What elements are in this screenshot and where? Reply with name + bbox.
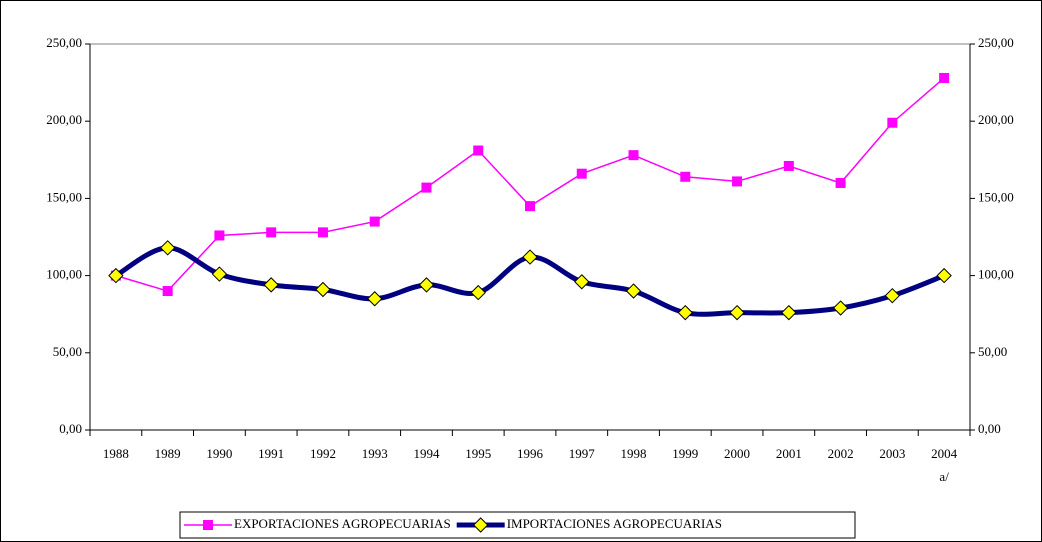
marker — [317, 227, 328, 238]
marker — [576, 168, 587, 179]
x-tick-label: 1990 — [206, 446, 232, 461]
marker — [628, 150, 639, 161]
marker — [472, 517, 489, 533]
marker — [732, 176, 743, 187]
marker — [263, 277, 279, 293]
y2-tick-label: 100,00 — [978, 267, 1014, 282]
y-tick-label: 0,00 — [59, 421, 82, 436]
x-tick-label: 1988 — [103, 446, 129, 461]
y2-tick-label: 250,00 — [978, 35, 1014, 50]
y2-tick-label: 200,00 — [978, 112, 1014, 127]
marker — [162, 286, 173, 297]
x-tick-label: 1992 — [310, 446, 336, 461]
marker — [832, 300, 849, 316]
x-tick-label: 2000 — [724, 446, 750, 461]
marker — [884, 287, 901, 304]
marker — [266, 227, 277, 238]
marker — [936, 267, 952, 284]
marker — [159, 240, 176, 256]
marker — [625, 283, 642, 299]
y-tick-label: 250,00 — [46, 35, 82, 50]
x-tick-label: 1996 — [517, 446, 544, 461]
marker — [214, 230, 225, 241]
marker — [574, 274, 590, 290]
x-tick-label: 1994 — [413, 446, 440, 461]
x-tick-label: 1993 — [362, 446, 388, 461]
marker — [525, 201, 535, 212]
x-tick-label: 2003 — [879, 446, 905, 461]
x-tick-label: 2004 — [931, 446, 958, 461]
marker — [418, 277, 435, 293]
marker — [781, 304, 797, 321]
marker — [680, 171, 691, 182]
marker — [473, 145, 484, 156]
marker — [835, 177, 846, 188]
y2-tick-label: 150,00 — [978, 189, 1014, 204]
marker — [729, 304, 745, 321]
marker — [887, 117, 898, 128]
x-tick-label: 1997 — [569, 446, 596, 461]
x-tick-label: 1989 — [155, 446, 181, 461]
marker — [421, 182, 432, 193]
marker — [369, 216, 380, 227]
y-tick-label: 150,00 — [46, 189, 82, 204]
x-tick-label: 2002 — [828, 446, 854, 461]
y-tick-label: 50,00 — [53, 344, 82, 359]
marker — [677, 304, 694, 321]
legend-label: IMPORTACIONES AGROPECUARIAS — [507, 516, 722, 531]
marker — [108, 267, 124, 284]
x-tick-label: 1999 — [672, 446, 698, 461]
marker — [315, 281, 331, 298]
marker — [470, 284, 486, 301]
y2-tick-label: 50,00 — [978, 344, 1007, 359]
marker — [366, 291, 383, 307]
x-tick-label: 1991 — [258, 446, 284, 461]
y2-tick-label: 0,00 — [978, 421, 1001, 436]
marker — [783, 160, 794, 171]
legend-box — [179, 511, 856, 539]
marker — [522, 249, 538, 265]
marker — [203, 520, 213, 530]
x-tick-label: 1998 — [621, 446, 647, 461]
y-tick-label: 200,00 — [46, 112, 82, 127]
x-tick-label: 1995 — [465, 446, 491, 461]
y-tick-label: 100,00 — [46, 267, 82, 282]
annotation: a/ — [939, 469, 949, 484]
marker — [939, 72, 950, 83]
marker — [211, 266, 228, 282]
x-tick-label: 2001 — [776, 446, 802, 461]
legend-label: EXPORTACIONES AGROPECUARIAS — [234, 516, 451, 531]
